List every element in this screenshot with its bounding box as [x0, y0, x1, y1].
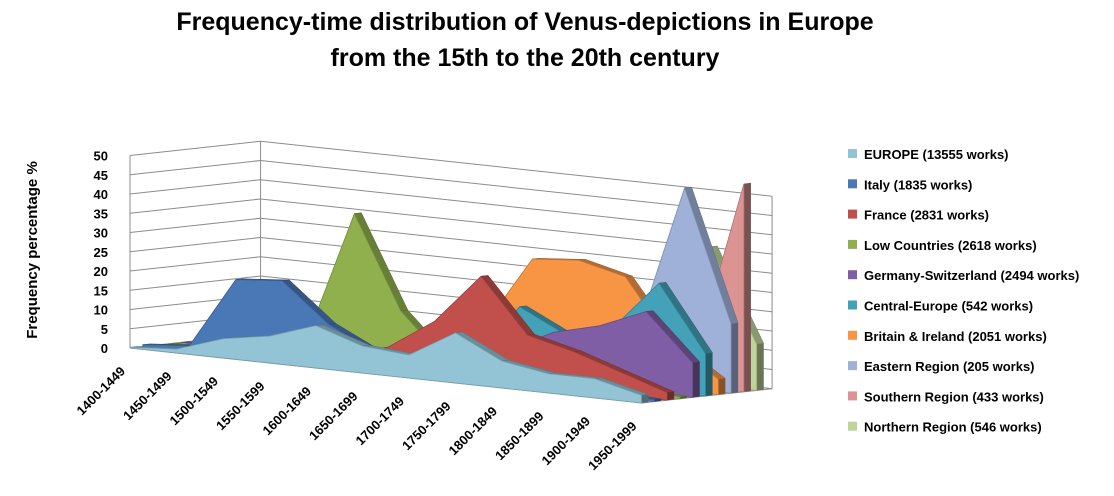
series-end-cap [654, 398, 662, 402]
legend-swatch [848, 421, 857, 431]
x-tick-label: 1700-1749 [353, 394, 408, 449]
series-layer [129, 182, 765, 404]
legend-swatch [848, 179, 857, 189]
legend-entry: Northern Region (546 works) [864, 420, 1042, 435]
legend-swatch [848, 149, 857, 158]
y-tick-label: 35 [94, 206, 108, 221]
y-axis-label: Frequency percentage % [24, 161, 41, 339]
x-tick-label: 1800-1849 [446, 404, 501, 459]
legend-entry: Britain & Ireland (2051 works) [864, 329, 1047, 344]
x-tick-label: 1550-1599 [213, 379, 268, 434]
legend-entry: France (2831 works) [864, 208, 989, 223]
x-tick-label: 1400-1449 [74, 364, 129, 419]
y-tick-label: 5 [101, 322, 108, 337]
legend-swatch [848, 330, 857, 340]
y-tick-label: 15 [94, 283, 108, 298]
legend-swatch [848, 209, 857, 219]
x-tick-label: 1600-1649 [260, 384, 315, 439]
legend-swatch [848, 361, 857, 371]
series-end-cap [743, 183, 751, 392]
series-end-cap [718, 378, 726, 395]
legend-entry: Germany-Switzerland (2494 works) [864, 268, 1079, 283]
x-tick-label: 1950-1999 [585, 419, 640, 474]
y-tick-label: 45 [94, 168, 108, 183]
legend-swatch [848, 239, 857, 249]
legend-entry: Eastern Region (205 works) [864, 359, 1035, 374]
x-tick-label: 1650-1699 [306, 389, 361, 444]
y-tick-label: 0 [101, 341, 108, 356]
legend-swatch [848, 270, 857, 280]
chart-subtitle: from the 15th to the 20th century [331, 44, 720, 72]
y-tick-label: 30 [94, 226, 108, 241]
x-tick-label: 1850-1899 [492, 409, 547, 464]
x-tick-label: 1500-1549 [167, 374, 222, 429]
legend-swatch [848, 391, 857, 401]
y-tick-label: 10 [94, 303, 108, 318]
legend-swatch [848, 300, 857, 310]
y-tick-label: 40 [94, 187, 108, 202]
series-end-cap [641, 394, 649, 403]
series-end-cap [731, 323, 739, 394]
y-tick-label: 20 [94, 264, 108, 279]
y-tick-label: 25 [94, 245, 108, 260]
series-end-cap [756, 343, 764, 391]
legend-entry: EUROPE (13555 works) [864, 147, 1009, 162]
chart-title: Frequency-time distribution of Venus-dep… [176, 8, 873, 36]
gridline [129, 159, 773, 216]
series-end-cap [705, 352, 713, 396]
series-end-cap [692, 361, 700, 398]
legend-entry: Southern Region (433 works) [864, 389, 1044, 404]
gridline [129, 140, 773, 197]
grid [129, 140, 773, 404]
x-tick-label: 1900-1949 [539, 414, 594, 469]
legend: EUROPE (13555 works) Italy (1835 works) Fr… [848, 147, 1079, 435]
y-tick-labels: 0 5 10 15 20 25 30 35 40 45 50 [94, 149, 108, 357]
x-tick-label: 1450-1499 [120, 369, 175, 424]
series-end-cap [667, 391, 675, 401]
series-end-cap [679, 396, 687, 399]
series-0 [129, 324, 649, 404]
legend-entry: Italy (1835 works) [864, 177, 972, 192]
y-tick-label: 50 [94, 149, 108, 164]
x-tick-label: 1750-1799 [399, 399, 454, 454]
legend-entry: Low Countries (2618 works) [864, 238, 1037, 253]
legend-entry: Central-Europe (542 works) [864, 299, 1033, 314]
